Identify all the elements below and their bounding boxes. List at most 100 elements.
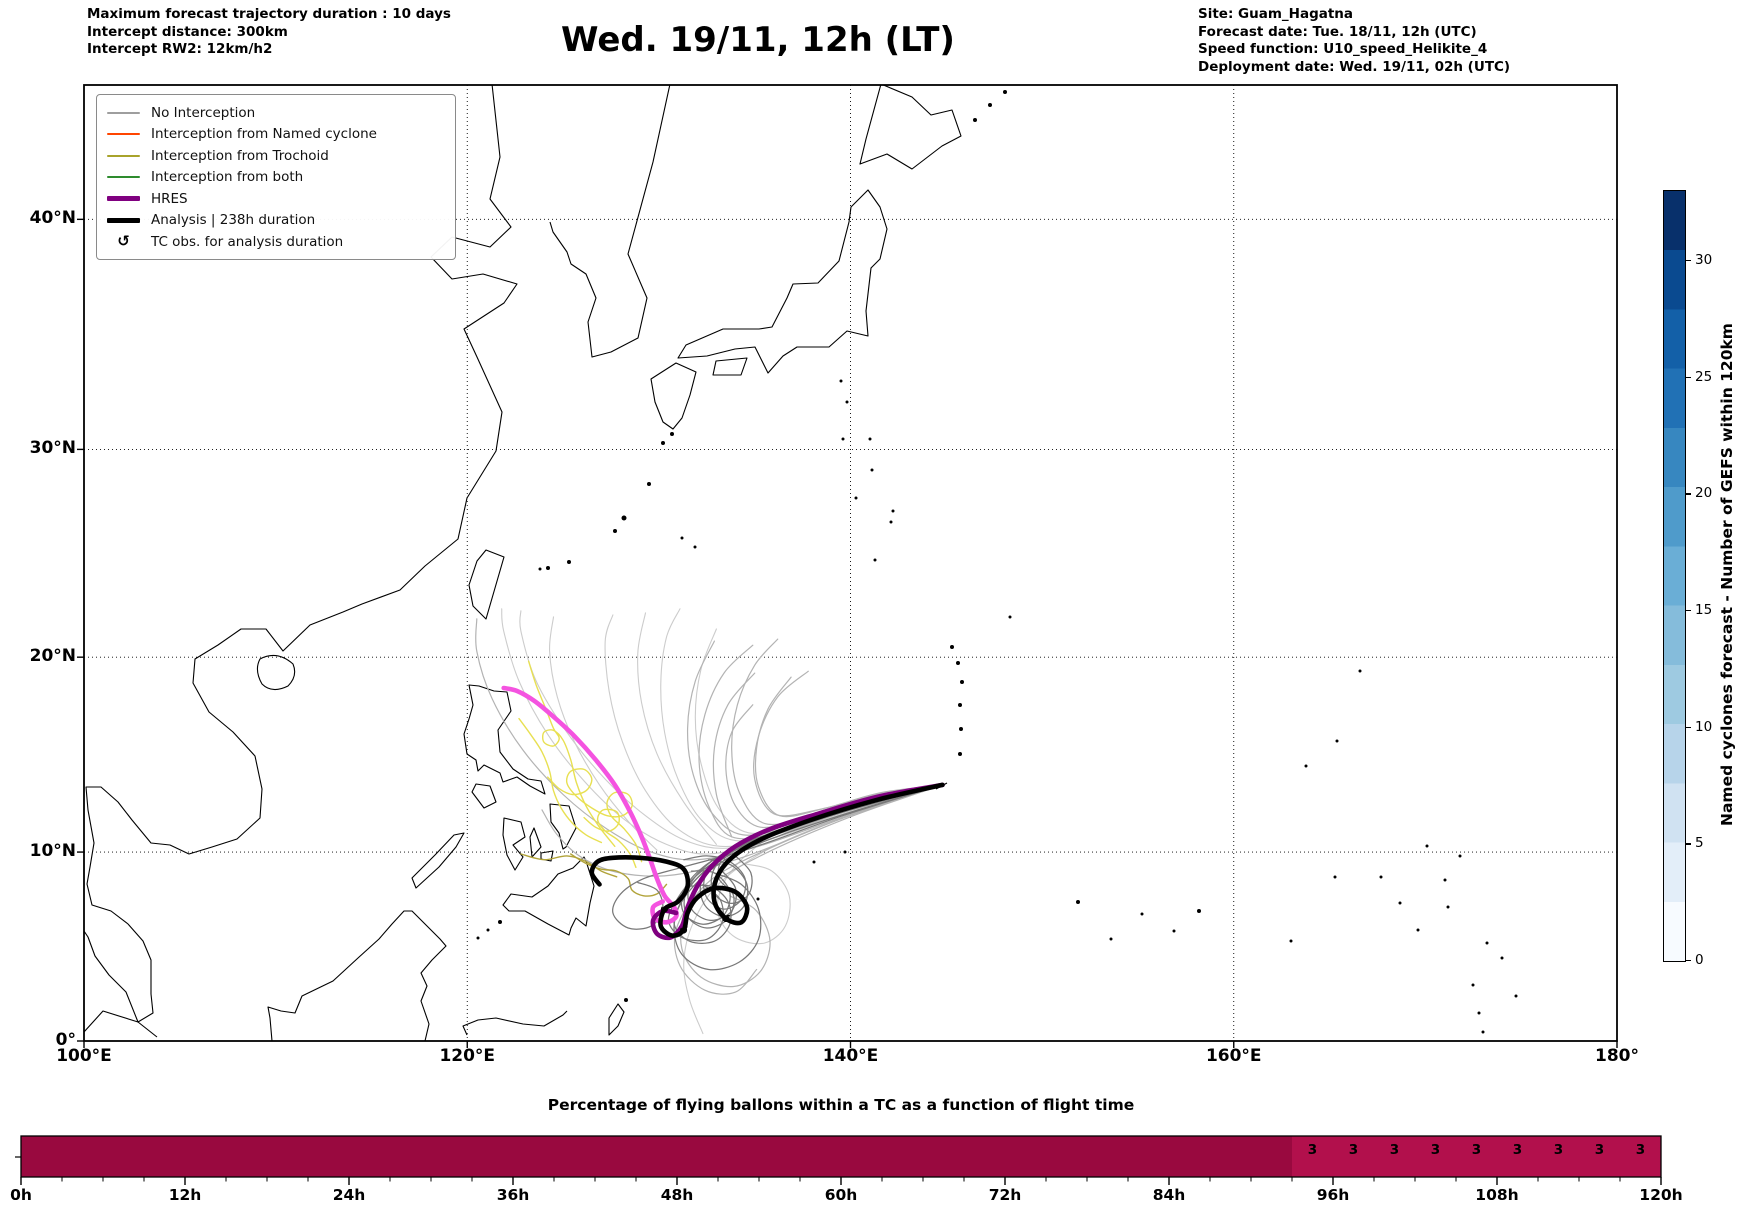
percentage-bar-segment bbox=[1292, 1136, 1661, 1177]
coastline bbox=[471, 783, 497, 809]
cyclone-count-annotation: 3 bbox=[1636, 1142, 1645, 1158]
coastline bbox=[502, 817, 526, 871]
island-dot bbox=[1008, 615, 1012, 619]
bottom-x-tick-label: 108h bbox=[1475, 1186, 1518, 1204]
coastline bbox=[267, 910, 447, 1041]
island-dot bbox=[538, 567, 542, 571]
tc-obs-marker: ↺ bbox=[660, 903, 669, 916]
cyclone-count-annotation: 3 bbox=[1595, 1142, 1604, 1158]
island-dot bbox=[661, 441, 665, 445]
island-dot bbox=[868, 437, 872, 441]
deployment-date-text: Deployment date: Wed. 19/11, 02h (UTC) bbox=[1198, 58, 1511, 75]
y-tick-label: 40°N bbox=[29, 208, 76, 229]
island-dot bbox=[870, 468, 874, 472]
intercept-rw2-text: Intercept RW2: 12km/h2 bbox=[87, 41, 273, 57]
island-dot bbox=[1358, 669, 1362, 673]
bottom-x-tick-label: 72h bbox=[989, 1186, 1022, 1204]
colorbar-tick-label: 30 bbox=[1695, 252, 1713, 268]
coastline bbox=[608, 1003, 625, 1036]
bottom-x-tick-label: 96h bbox=[1317, 1186, 1350, 1204]
trajectory bbox=[570, 853, 668, 897]
island-dot bbox=[546, 566, 550, 570]
legend-item-trochoid: Interception from Trochoid bbox=[107, 145, 445, 167]
island-dot bbox=[1443, 878, 1447, 882]
island-dot bbox=[567, 560, 571, 564]
island-dot bbox=[841, 437, 845, 441]
bottom-x-tick-label: 36h bbox=[497, 1186, 530, 1204]
cyclone-count-annotation: 3 bbox=[1554, 1142, 1563, 1158]
coastline bbox=[549, 85, 671, 358]
legend-item-tc-obs: ↺ TC obs. for analysis duration bbox=[107, 231, 445, 253]
island-dot bbox=[960, 680, 964, 684]
tc-obs-markers: ↺ ↺ ↺ bbox=[660, 903, 731, 937]
coastline bbox=[549, 803, 577, 850]
coastline bbox=[84, 85, 518, 1023]
coastline bbox=[256, 654, 296, 691]
trajectory bbox=[518, 717, 603, 844]
island-dot bbox=[1446, 905, 1450, 909]
coastline bbox=[502, 856, 595, 936]
coastline bbox=[84, 1010, 158, 1038]
colorbar-tick bbox=[1686, 960, 1691, 962]
cyclone-count-annotation: 3 bbox=[1349, 1142, 1358, 1158]
island-dot bbox=[1003, 90, 1007, 94]
x-tick-label: 160°E bbox=[1205, 1046, 1262, 1066]
x-tick-label: 120°E bbox=[439, 1046, 496, 1066]
colorbar-tick-label: 25 bbox=[1695, 368, 1713, 385]
island-dot bbox=[973, 118, 977, 122]
island-dot bbox=[843, 850, 847, 854]
run-config-info: Maximum forecast trajectory duration : 1… bbox=[87, 6, 451, 59]
site-text: Site: Guam_Hagatna bbox=[1198, 6, 1354, 22]
series-analysis-238h-duration bbox=[589, 782, 945, 938]
legend-item-no-interception: No Interception bbox=[107, 102, 445, 124]
series-no-interception bbox=[475, 618, 944, 995]
trajectory bbox=[754, 676, 944, 818]
island-dot bbox=[1500, 956, 1504, 960]
island-dot bbox=[988, 103, 992, 107]
island-dot bbox=[1477, 1011, 1481, 1015]
colorbar-tick bbox=[1686, 376, 1691, 379]
series-hres bbox=[650, 782, 945, 941]
island-dot bbox=[498, 920, 502, 924]
black-line-swatch bbox=[107, 217, 140, 223]
x-tick-label: 180° bbox=[1595, 1046, 1639, 1066]
island-dot bbox=[812, 860, 816, 864]
cyclone-count-annotation: 3 bbox=[1308, 1142, 1317, 1158]
island-dot bbox=[958, 703, 962, 707]
island-dot bbox=[647, 482, 651, 486]
forecast-date-text: Forecast date: Tue. 18/11, 12h (UTC) bbox=[1198, 23, 1477, 40]
island-dot bbox=[670, 432, 674, 436]
coastline bbox=[463, 684, 546, 795]
legend-item-analysis: Analysis | 238h duration bbox=[107, 210, 445, 232]
legend-item-both: Interception from both bbox=[107, 167, 445, 189]
island-dot bbox=[891, 509, 895, 513]
island-dot bbox=[873, 558, 877, 562]
island-dot bbox=[1076, 900, 1080, 904]
island-dot bbox=[693, 545, 697, 549]
island-dot bbox=[956, 661, 960, 665]
trajectory bbox=[673, 784, 944, 995]
island-dot bbox=[1379, 875, 1383, 879]
island-dot bbox=[756, 897, 760, 901]
y-tick-label: 0° bbox=[55, 1030, 76, 1050]
bottom-x-tick-label: 60h bbox=[825, 1186, 858, 1204]
intercept-distance-text: Intercept distance: 300km bbox=[87, 23, 288, 40]
cyclone-count-annotation: 3 bbox=[1472, 1142, 1481, 1158]
tc-obs-marker: ↺ bbox=[679, 924, 688, 937]
cyclone-count-annotation: 3 bbox=[1431, 1142, 1440, 1158]
cyclone-count-annotation: 3 bbox=[1513, 1142, 1522, 1158]
speed-function-text: Speed function: U10_speed_Helikite_4 bbox=[1198, 41, 1488, 57]
colorbar-tick-label: 5 bbox=[1695, 835, 1704, 852]
island-dot bbox=[621, 515, 627, 521]
coastline bbox=[540, 850, 554, 862]
coastline bbox=[650, 362, 697, 430]
legend-item-hres: HRES bbox=[107, 188, 445, 210]
colorbar-tick bbox=[1686, 493, 1691, 495]
series-magenta-track bbox=[501, 685, 679, 925]
island-dot bbox=[1471, 983, 1475, 987]
trajectory bbox=[501, 685, 679, 925]
colorbar-tick bbox=[1686, 726, 1691, 729]
bottom-x-tick-label: 48h bbox=[661, 1186, 694, 1204]
percentage-bar-segment bbox=[21, 1136, 1292, 1177]
